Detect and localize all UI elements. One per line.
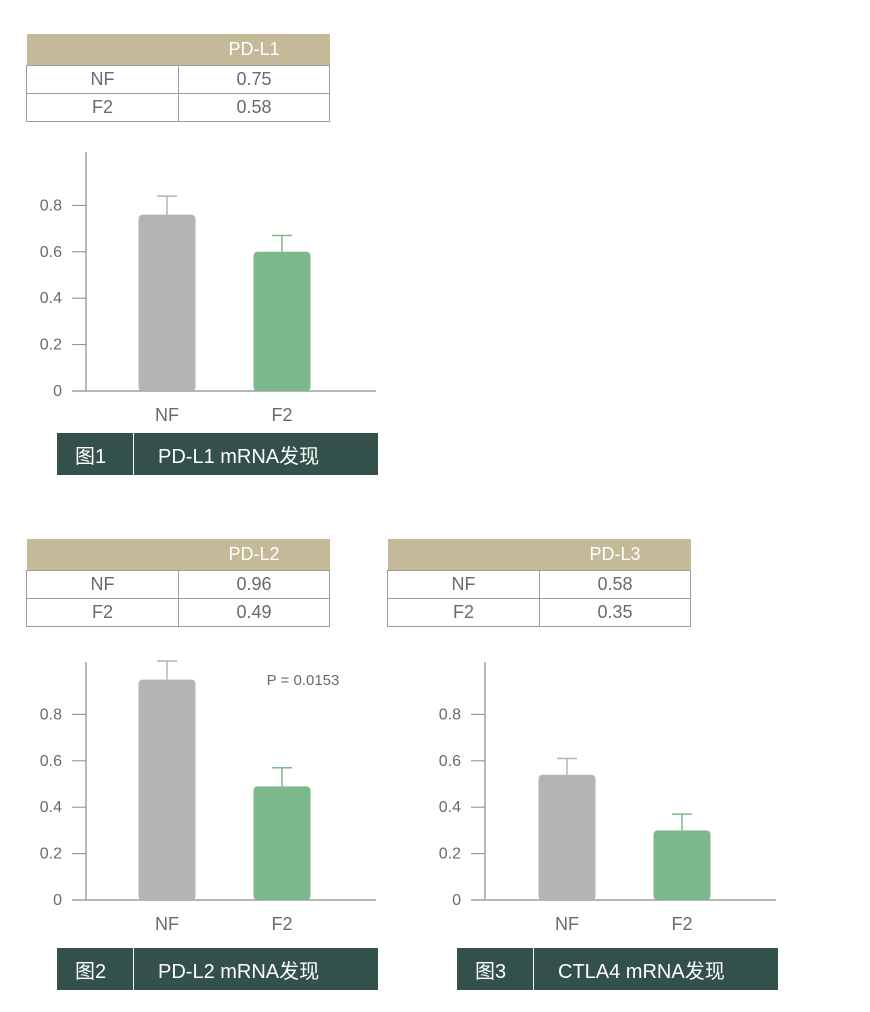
figure-number: 图3 [457, 948, 534, 990]
y-tick-label: 0.4 [40, 290, 62, 307]
y-tick-label: 0 [452, 892, 461, 909]
y-tick-label: 0.4 [439, 799, 461, 816]
y-tick-label: 0 [53, 892, 62, 909]
row-value: 0.96 [178, 570, 330, 599]
p-value-annotation: P = 0.0153 [267, 672, 340, 689]
data-table-2: PD-L2 NF 0.96 F2 0.49 [26, 539, 330, 627]
figure-title: CTLA4 mRNA发现 [558, 960, 725, 983]
y-tick-label: 0.2 [439, 846, 461, 863]
row-value: 0.58 [178, 93, 330, 122]
row-value: 0.58 [539, 570, 691, 599]
x-tick-label: F2 [271, 914, 292, 934]
table-corner [26, 34, 179, 66]
table-header: PD-L3 [539, 539, 691, 571]
bar-nf [538, 774, 596, 900]
figure-caption-3: 图3 CTLA4 mRNA发现 [457, 948, 778, 990]
x-tick-label: NF [555, 914, 579, 934]
row-value: 0.35 [539, 598, 691, 627]
y-tick-label: 0.6 [439, 753, 461, 770]
figure-caption-2: 图2 PD-L2 mRNA发现 [57, 948, 378, 990]
x-tick-label: NF [155, 914, 179, 934]
row-label: F2 [26, 93, 179, 122]
x-tick-label: NF [155, 405, 179, 425]
figure-title: PD-L2 mRNA发现 [158, 960, 320, 983]
x-tick-label: F2 [271, 405, 292, 425]
bar-f2 [653, 830, 711, 900]
bar-f2 [253, 251, 311, 391]
figure-caption-1: 图1 PD-L1 mRNA发现 [57, 433, 378, 475]
y-tick-label: 0.2 [40, 337, 62, 354]
row-label: F2 [387, 598, 540, 627]
figure-number: 图2 [57, 948, 134, 990]
bar-nf [138, 679, 196, 900]
table-corner [387, 539, 540, 571]
row-value: 0.75 [178, 65, 330, 94]
x-tick-label: F2 [671, 914, 692, 934]
row-label: F2 [26, 598, 179, 627]
y-tick-label: 0.6 [40, 244, 62, 261]
y-tick-label: 0.6 [40, 753, 62, 770]
figure-title: PD-L1 mRNA发现 [158, 445, 320, 468]
data-table-3: PD-L3 NF 0.58 F2 0.35 [387, 539, 691, 627]
data-table-1: PD-L1 NF 0.75 F2 0.58 [26, 34, 330, 122]
y-tick-label: 0.2 [40, 846, 62, 863]
y-tick-label: 0 [53, 383, 62, 400]
y-tick-label: 0.8 [439, 706, 461, 723]
y-tick-label: 0.8 [40, 706, 62, 723]
y-tick-label: 0.8 [40, 197, 62, 214]
table-header: PD-L2 [178, 539, 330, 571]
bar-nf [138, 214, 196, 391]
y-tick-label: 0.4 [40, 799, 62, 816]
row-label: NF [26, 570, 179, 599]
table-header: PD-L1 [178, 34, 330, 66]
row-label: NF [26, 65, 179, 94]
table-corner [26, 539, 179, 571]
row-value: 0.49 [178, 598, 330, 627]
bar-f2 [253, 786, 311, 900]
figure-number: 图1 [57, 433, 134, 475]
